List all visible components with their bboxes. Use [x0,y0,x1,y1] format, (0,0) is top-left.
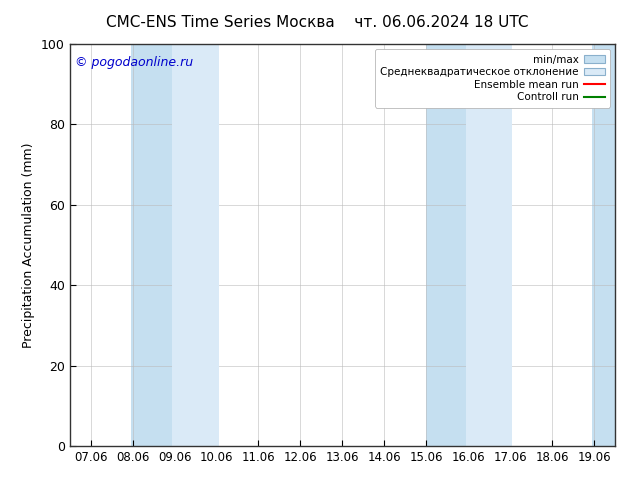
Bar [131,44,177,446]
Y-axis label: Precipitation Accumulation (mm): Precipitation Accumulation (mm) [22,142,36,348]
Text: © pogodaonline.ru: © pogodaonline.ru [75,56,193,69]
Bar [172,44,219,446]
Bar [426,44,470,446]
Bar [592,44,634,446]
Legend: min/max, Среднеквадратическое отклонение, Ensemble mean run, Controll run: min/max, Среднеквадратическое отклонение… [375,49,610,107]
Text: CMC-ENS Time Series Москва    чт. 06.06.2024 18 UTC: CMC-ENS Time Series Москва чт. 06.06.202… [106,15,528,30]
Bar [466,44,512,446]
